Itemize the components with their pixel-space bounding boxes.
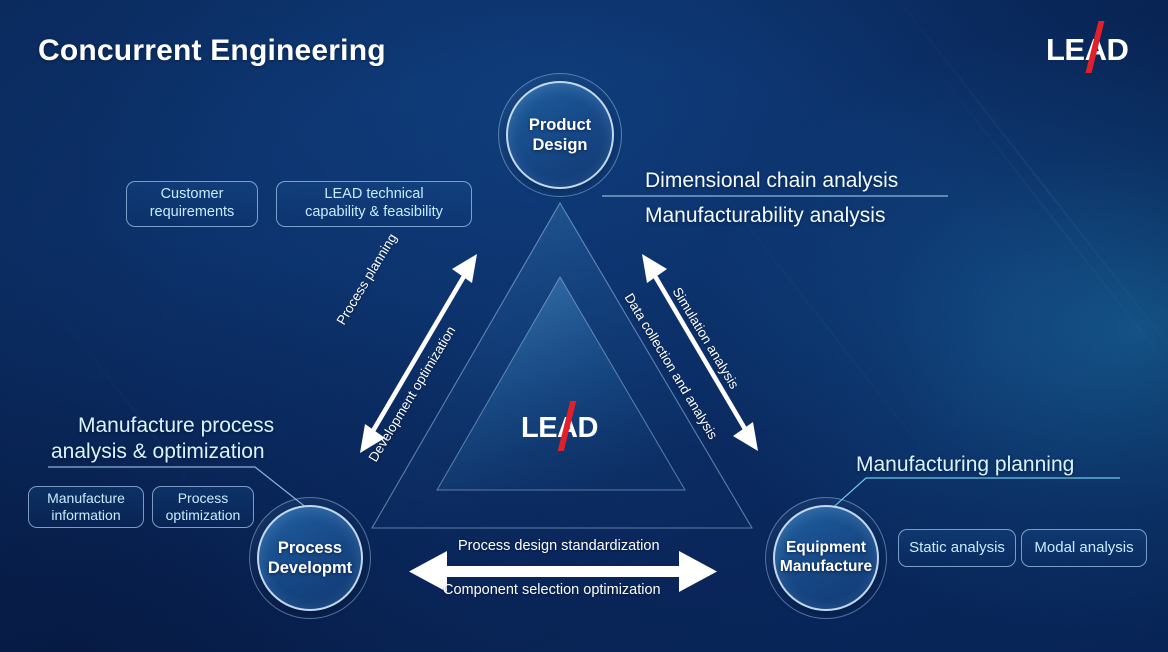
callout-manufacturing-planning: Manufacturing planning: [856, 453, 1075, 476]
pill-modal-analysis-label: Modal analysis: [1034, 538, 1134, 556]
pill-customer-requirements[interactable]: Customer requirements: [126, 181, 258, 227]
arrow-left-diagonal: [360, 254, 477, 453]
arrow-label-process-design-standardization: Process design standardization: [458, 538, 660, 554]
callout-manufacture-process-line2: analysis & optimization: [51, 440, 265, 463]
node-process-development[interactable]: Process Developmt: [249, 497, 371, 619]
node-equipment-manufacture[interactable]: Equipment Manufacture: [765, 497, 887, 619]
node-equipment-manufacture-disc: [773, 505, 879, 611]
leader-line-left: [48, 466, 313, 513]
arrow-label-component-selection-optimization: Component selection optimization: [443, 582, 661, 598]
pill-lead-technical-capability[interactable]: LEAD technical capability & feasibility: [276, 181, 472, 227]
inner-triangle: [436, 276, 686, 491]
pill-modal-analysis[interactable]: Modal analysis: [1021, 529, 1147, 567]
node-product-design-label: Product Design: [528, 115, 592, 154]
arrow-right-diagonal: [642, 254, 758, 451]
pill-process-optimization-label: Process optimization: [165, 489, 241, 523]
lead-logo-center: LEAD: [521, 401, 613, 451]
pill-manufacture-information[interactable]: Manufacture information: [28, 486, 144, 528]
node-process-development-disc: [257, 505, 363, 611]
node-product-design[interactable]: Product Design: [498, 73, 622, 197]
arrow-bottom-horizontal: [409, 551, 717, 592]
pill-process-optimization[interactable]: Process optimization: [152, 486, 254, 528]
callout-manufacturability-analysis: Manufacturability analysis: [645, 204, 886, 227]
lead-logo-header: LEAD: [1046, 21, 1142, 73]
pill-customer-requirements-label: Customer requirements: [149, 186, 235, 220]
pill-static-analysis[interactable]: Static analysis: [898, 529, 1016, 567]
pill-manufacture-information-label: Manufacture information: [47, 489, 125, 523]
pill-lead-technical-capability-label: LEAD technical capability & feasibility: [305, 186, 443, 220]
page-title: Concurrent Engineering: [38, 34, 386, 67]
callout-manufacture-process-line1: Manufacture process: [78, 414, 275, 437]
node-product-design-disc: [506, 81, 614, 189]
callout-dimensional-chain-analysis: Dimensional chain analysis: [645, 169, 899, 192]
pill-static-analysis-label: Static analysis: [909, 538, 1005, 556]
node-equipment-manufacture-label: Equipment Manufacture: [779, 539, 873, 575]
node-process-development-label: Process Developmt: [267, 538, 353, 577]
